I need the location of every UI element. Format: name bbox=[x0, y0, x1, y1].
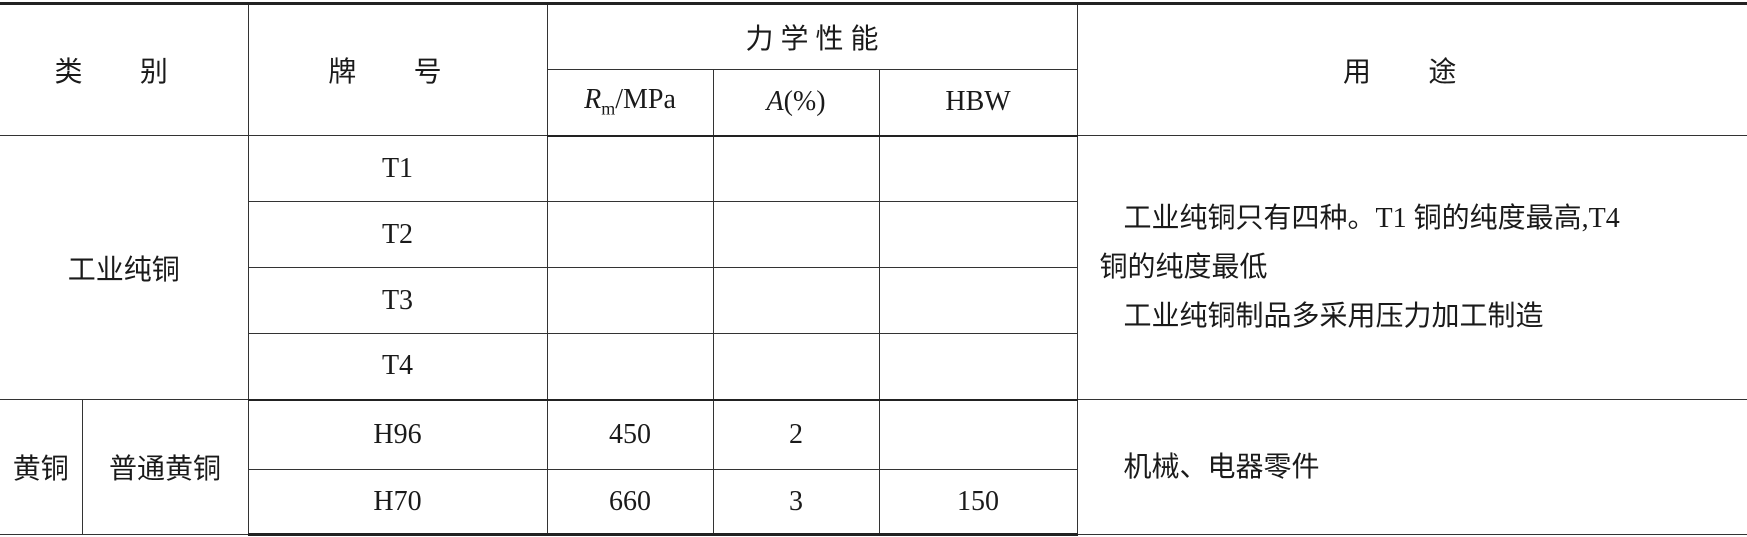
rm-cell bbox=[546, 201, 714, 268]
rm-subscript: m bbox=[601, 99, 616, 120]
a-cell: 2 bbox=[712, 399, 880, 470]
table-row: 工业纯铜 T1 工业纯铜只有四种。T1 铜的纯度最高,T4 铜的纯度最低 工业纯… bbox=[0, 135, 1747, 400]
header-usage-text: 用 途 bbox=[1342, 57, 1482, 88]
a-cell bbox=[712, 267, 880, 334]
grade-cell: T4 bbox=[247, 333, 548, 401]
hbw-cell bbox=[878, 201, 1078, 268]
hbw-cell bbox=[878, 135, 1078, 202]
usage-cell: 机械、电器零件 bbox=[1076, 399, 1747, 535]
hbw-cell: 150 bbox=[878, 469, 1078, 536]
rm-cell bbox=[546, 267, 714, 334]
table-row: T4 bbox=[0, 333, 1747, 401]
category-cell: 工业纯铜 bbox=[0, 135, 249, 400]
rm-cell: 450 bbox=[546, 399, 714, 470]
header-category-text: 类 别 bbox=[54, 57, 194, 88]
a-cell bbox=[712, 201, 880, 268]
grade-cell: H96 bbox=[247, 399, 548, 470]
hbw-cell bbox=[878, 399, 1078, 470]
grade-cell: T1 bbox=[247, 135, 548, 202]
a-cell bbox=[712, 135, 880, 202]
a-cell bbox=[712, 333, 880, 401]
a-unit: (%) bbox=[783, 86, 826, 118]
usage-line: 铜的纯度最低 bbox=[1099, 252, 1268, 283]
category-cell: 黄铜 bbox=[0, 399, 83, 535]
grade-cell: T2 bbox=[247, 201, 548, 268]
rm-cell bbox=[546, 135, 714, 202]
header-a: A(%) bbox=[712, 69, 880, 137]
header-grade: 牌 号 bbox=[247, 2, 548, 136]
usage-line: 工业纯铜制品多采用压力加工制造 bbox=[1123, 301, 1544, 332]
grade-cell: T3 bbox=[247, 267, 548, 334]
header-hbw: HBW bbox=[878, 69, 1078, 137]
a-cell: 3 bbox=[712, 469, 880, 536]
header-category: 类 别 bbox=[0, 2, 249, 136]
hbw-cell bbox=[878, 267, 1078, 334]
header-mechanical-text: 力 学 性 能 bbox=[745, 24, 879, 55]
rm-unit: /MPa bbox=[615, 84, 676, 116]
usage-cell: 工业纯铜只有四种。T1 铜的纯度最高,T4 铜的纯度最低 工业纯铜制品多采用压力… bbox=[1076, 135, 1747, 400]
a-symbol: A bbox=[766, 86, 784, 118]
subcategory-cell: 普通黄铜 bbox=[81, 399, 249, 535]
usage-line: 机械、电器零件 bbox=[1123, 451, 1320, 483]
grade-cell: H70 bbox=[247, 469, 548, 536]
table-row: T3 bbox=[0, 267, 1747, 334]
header-usage: 用 途 bbox=[1076, 2, 1747, 136]
header-grade-text: 牌 号 bbox=[328, 57, 467, 88]
table-row: H70 660 3 150 bbox=[0, 469, 1747, 536]
usage-line: 工业纯铜只有四种。T1 铜的纯度最高,T4 bbox=[1123, 203, 1620, 234]
header-rm: Rm/MPa bbox=[546, 69, 714, 137]
rm-symbol: R bbox=[584, 84, 602, 116]
hbw-cell bbox=[878, 333, 1078, 401]
header-mechanical: 力 学 性 能 bbox=[546, 2, 1078, 70]
rm-cell bbox=[546, 333, 714, 401]
rm-cell: 660 bbox=[546, 469, 714, 536]
table-row: 黄铜 普通黄铜 H96 450 2 机械、电器零件 bbox=[0, 399, 1747, 535]
